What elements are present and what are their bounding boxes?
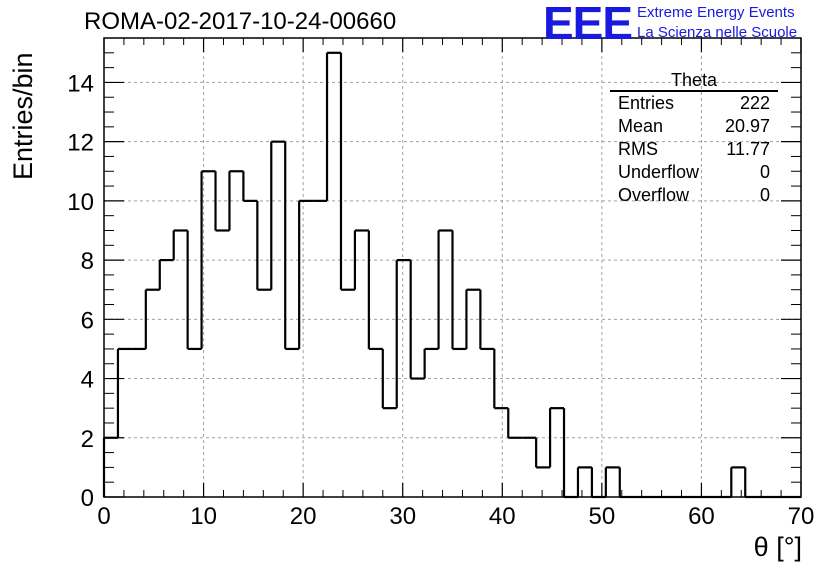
eee-logo: EEE [543, 0, 633, 49]
y-tick-label: 6 [81, 307, 94, 334]
x-tick-label: 60 [688, 503, 715, 530]
stats-label: Mean [618, 116, 664, 136]
stats-box: Theta Entries 222 Mean 20.97 RMS 11.77 Unde… [610, 70, 778, 207]
stats-row: Overflow 0 [610, 184, 778, 207]
y-tick-label: 8 [81, 248, 94, 275]
y-tick-label: 4 [81, 367, 94, 394]
stats-label: RMS [618, 139, 658, 159]
y-tick-label: 10 [67, 189, 94, 216]
stats-value: 0 [759, 162, 770, 182]
y-axis-label: Entries/bin [8, 52, 38, 180]
chart-title: ROMA-02-2017-10-24-00660 [84, 8, 397, 35]
stats-value: 0 [759, 185, 770, 205]
stats-label: Entries [618, 93, 675, 113]
logo-line-1: Extreme Energy Events [637, 4, 795, 21]
stats-value: 11.77 [726, 139, 770, 159]
x-tick-label: 50 [589, 503, 616, 530]
x-tick-label: 10 [190, 503, 217, 530]
stats-row: Underflow 0 [610, 161, 778, 184]
stats-label: Overflow [618, 185, 690, 205]
stats-value: 20.97 [724, 116, 770, 136]
y-tick-label: 0 [81, 485, 94, 512]
logo-line-2: La Scienza nelle Scuole [637, 24, 798, 41]
x-axis-label: θ [°] [753, 532, 802, 562]
y-tick-label: 14 [67, 70, 94, 97]
stats-label: Underflow [618, 162, 700, 182]
x-tick-label: 70 [788, 503, 815, 530]
plot-frame [103, 37, 802, 498]
y-tick-label: 2 [81, 426, 94, 453]
stats-row: RMS 11.77 [610, 138, 778, 161]
x-tick-label: 40 [489, 503, 516, 530]
stats-row: Entries 222 [610, 92, 778, 115]
x-tick-label: 0 [97, 503, 110, 530]
x-tick-label: 30 [389, 503, 416, 530]
x-tick-label: 20 [290, 503, 317, 530]
stats-title: Theta [610, 70, 778, 92]
stats-row: Mean 20.97 [610, 115, 778, 138]
y-tick-label: 12 [67, 130, 94, 157]
stats-value: 222 [739, 93, 770, 113]
